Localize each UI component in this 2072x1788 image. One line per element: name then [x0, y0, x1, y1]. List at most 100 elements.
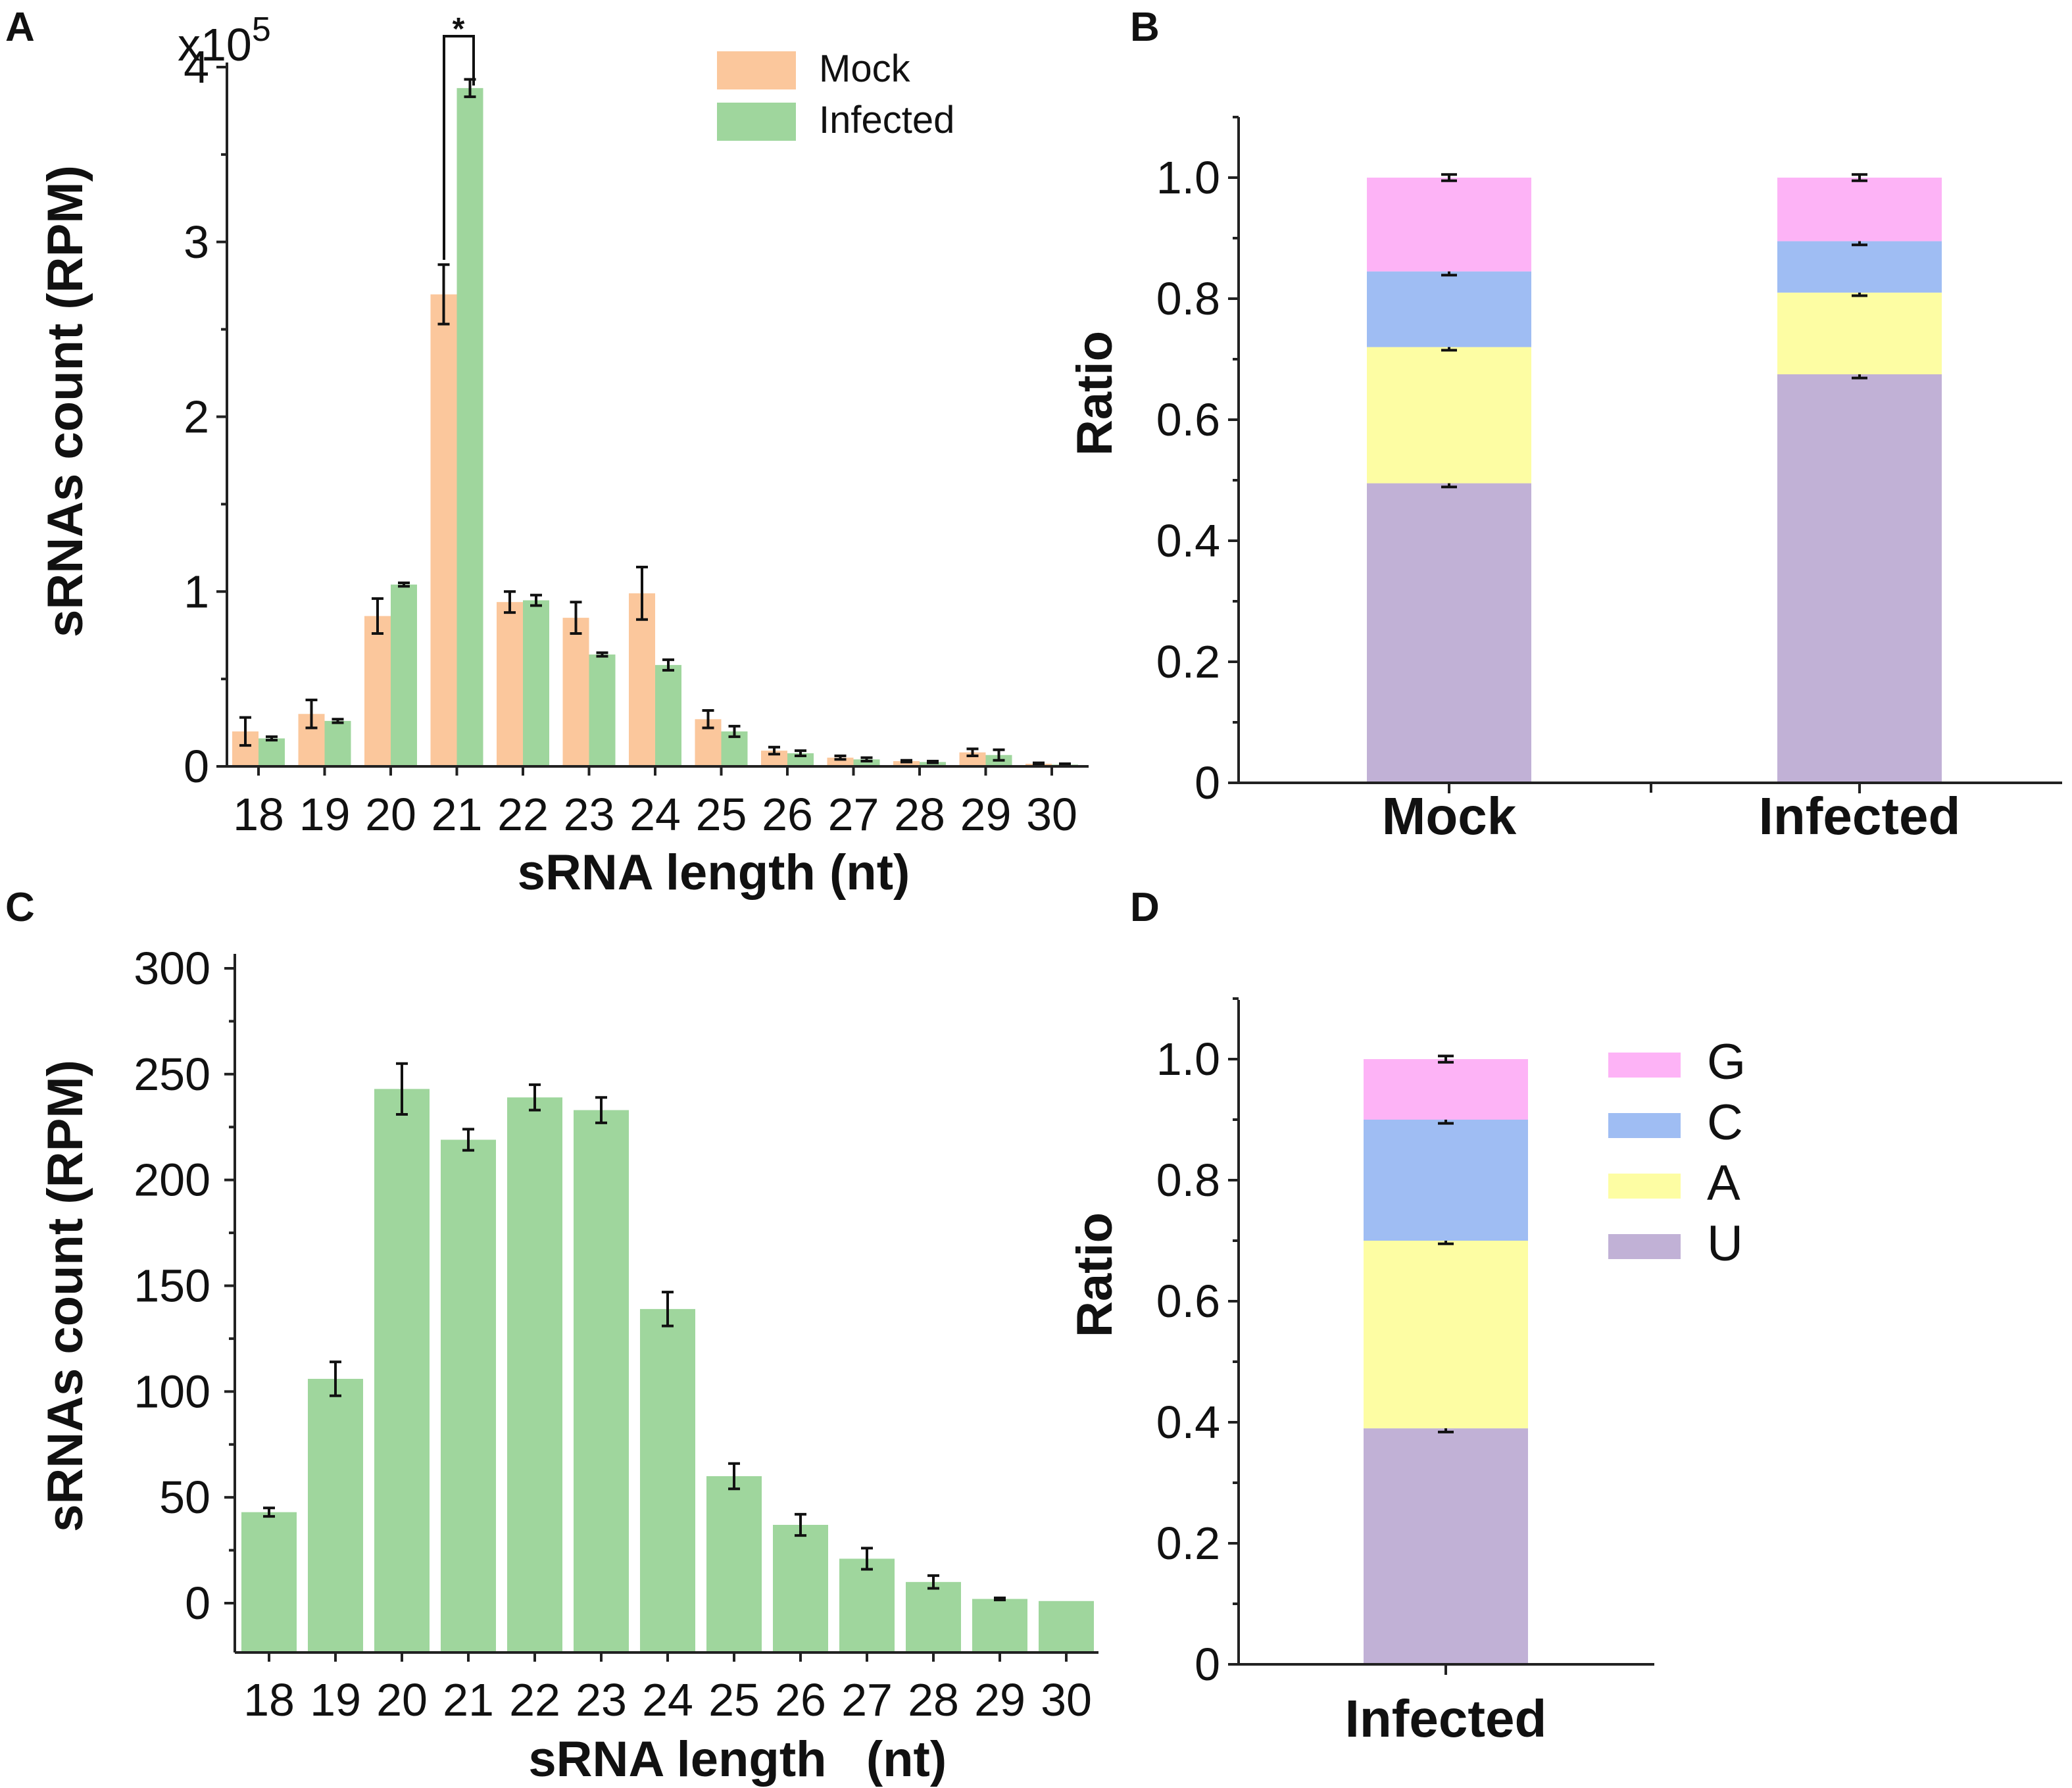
panel-d-y-tick-label-2: 0.4: [1156, 1397, 1220, 1448]
panel-c-x-axis-title-main: sRNA length: [528, 1731, 826, 1787]
legend-swatch-mock: [717, 51, 796, 89]
bar-mock-23: [562, 618, 589, 766]
panel-d-y-tick-label-4: 0.8: [1156, 1155, 1220, 1206]
x-tick-label-22: 22: [497, 789, 549, 840]
bar-mock-27: [827, 757, 854, 766]
panel-d-y-tick-label-5: 1.0: [1156, 1033, 1220, 1085]
legend-swatch-c: [1608, 1113, 1681, 1138]
panel-c-x-tick-label-19: 19: [310, 1674, 361, 1726]
panel-c-bar-29: [972, 1599, 1027, 1652]
bar-infected-18: [259, 738, 285, 766]
panel-a-y-multiplier: x105: [178, 11, 271, 70]
panel-c-x-tick-label-18: 18: [243, 1674, 295, 1726]
panel-b-segment-u-infected: [1777, 374, 1942, 783]
panel-a-error-bars: [239, 78, 1071, 767]
panel-a-bars: [232, 87, 1078, 767]
panel-c-y-tick-label-4: 200: [134, 1155, 210, 1206]
x-tick-label-28: 28: [894, 789, 945, 840]
panel-c-x-tick-label-22: 22: [509, 1674, 560, 1726]
legend-label-c: C: [1707, 1095, 1743, 1151]
panel-b-y-tick-label-2: 0.4: [1156, 515, 1220, 566]
panel-c-bar-18: [241, 1512, 297, 1652]
panel-c-bar-22: [507, 1097, 562, 1652]
panel-c-x-ticks: 18 19 20 21 22 23 24 25 26 27 28 29 30: [243, 1652, 1092, 1726]
panel-b-x-ticks: Mock Infected: [1382, 783, 1961, 845]
panel-c-y-tick-label-6: 300: [134, 943, 210, 994]
bar-mock-20: [364, 616, 391, 766]
panel-c-x-tick-label-28: 28: [908, 1674, 959, 1726]
legend-swatch-g: [1608, 1053, 1681, 1078]
panel-c-bar-28: [906, 1581, 961, 1652]
x-tick-label-24: 24: [629, 789, 681, 840]
panel-c-y-tick-label-0: 0: [185, 1577, 210, 1629]
panel-b-x-label-infected: Infected: [1759, 787, 1961, 845]
panel-d-segment-g-infected: [1364, 1059, 1528, 1120]
panel-b-segment-a-mock: [1367, 347, 1531, 484]
panel-d-x-ticks: Infected: [1345, 1664, 1547, 1748]
panel-c-y-tick-label-2: 100: [134, 1366, 210, 1417]
legend-label-mock: Mock: [819, 47, 911, 90]
x-tick-label-20: 20: [365, 789, 416, 840]
panel-d-y-tick-label-3: 0.6: [1156, 1276, 1220, 1327]
bar-infected-23: [589, 654, 616, 766]
panel-b-y-tick-label-4: 0.8: [1156, 273, 1220, 324]
panel-a-y-tick-label-1: 1: [184, 566, 209, 617]
panel-c-y-axis-title: sRNAs count (RPM): [37, 1060, 93, 1532]
panel-c-x-tick-label-21: 21: [443, 1674, 494, 1726]
legend-label-infected: Infected: [819, 99, 954, 141]
panel-a-significance-bracket: [443, 35, 475, 260]
panel-d-segment-a-infected: [1364, 1241, 1528, 1429]
bar-mock-29: [959, 752, 986, 766]
legend-swatch-u: [1608, 1234, 1681, 1259]
panel-c-y-tick-label-5: 250: [134, 1049, 210, 1100]
panel-c-x-tick-label-30: 30: [1041, 1674, 1092, 1726]
panel-letter-a: A: [5, 5, 35, 50]
panel-b-y-tick-label-1: 0.2: [1156, 636, 1220, 687]
x-tick-label-26: 26: [762, 789, 813, 840]
panel-b-x-label-mock: Mock: [1382, 787, 1517, 845]
panel-a-x-ticks: 18 19 20 21 22 23 24 25 26 27 28 29 30: [233, 766, 1077, 840]
x-tick-label-21: 21: [432, 789, 483, 840]
panel-a-y-tick-label-0: 0: [184, 741, 209, 792]
x-tick-label-25: 25: [696, 789, 747, 840]
legend-label-a: A: [1707, 1155, 1740, 1211]
panel-letter-d: D: [1130, 885, 1160, 930]
panel-c-bar-23: [574, 1110, 629, 1652]
panel-a-y-tick-label-3: 3: [184, 216, 209, 268]
panel-d-y-ticks: 0 0.2 0.4 0.6 0.8 1.0: [1156, 997, 1239, 1690]
panel-c-bar-24: [640, 1308, 695, 1652]
bar-infected-24: [655, 664, 681, 766]
panel-a-y-tick-label-4: 4: [184, 41, 209, 93]
panel-c-bar-21: [441, 1139, 496, 1652]
panel-d-x-label-infected: Infected: [1345, 1689, 1547, 1748]
panel-b-y-tick-label-5: 1.0: [1156, 152, 1220, 203]
panel-b-y-ticks: 0 0.2 0.4 0.6 0.8 1.0: [1156, 116, 1239, 808]
panel-a-significance-star: *: [453, 12, 465, 47]
panel-c-x-tick-label-20: 20: [376, 1674, 428, 1726]
bar-infected-21: [456, 87, 483, 766]
panel-b-y-tick-label-0: 0: [1195, 757, 1220, 808]
panel-b-bars: [1367, 173, 1942, 783]
legend-swatch-a: [1608, 1174, 1681, 1199]
panel-b-segment-g-infected: [1777, 178, 1942, 241]
panel-b-segment-g-mock: [1367, 178, 1531, 272]
x-tick-label-29: 29: [960, 789, 1012, 840]
panel-c-x-tick-label-26: 26: [775, 1674, 826, 1726]
panel-d-segment-u-infected: [1364, 1428, 1528, 1664]
panel-letter-c: C: [5, 885, 35, 930]
panel-a-x-axis-title: sRNA length (nt): [518, 845, 910, 901]
panel-a-y-tick-label-2: 2: [184, 391, 209, 443]
x-tick-label-18: 18: [233, 789, 284, 840]
bar-mock-22: [497, 602, 523, 766]
bar-mock-24: [629, 593, 655, 766]
legend-label-g: G: [1707, 1034, 1746, 1090]
panel-b-segment-c-infected: [1777, 241, 1942, 293]
bar-infected-19: [324, 720, 351, 766]
x-tick-label-19: 19: [299, 789, 351, 840]
bar-mock-26: [761, 751, 787, 766]
panel-b-chart: 0 0.2 0.4 0.6 0.8 1.0 Mock Infected Ratio: [1067, 116, 2062, 845]
x-tick-label-27: 27: [828, 789, 879, 840]
bar-infected-22: [523, 600, 549, 766]
